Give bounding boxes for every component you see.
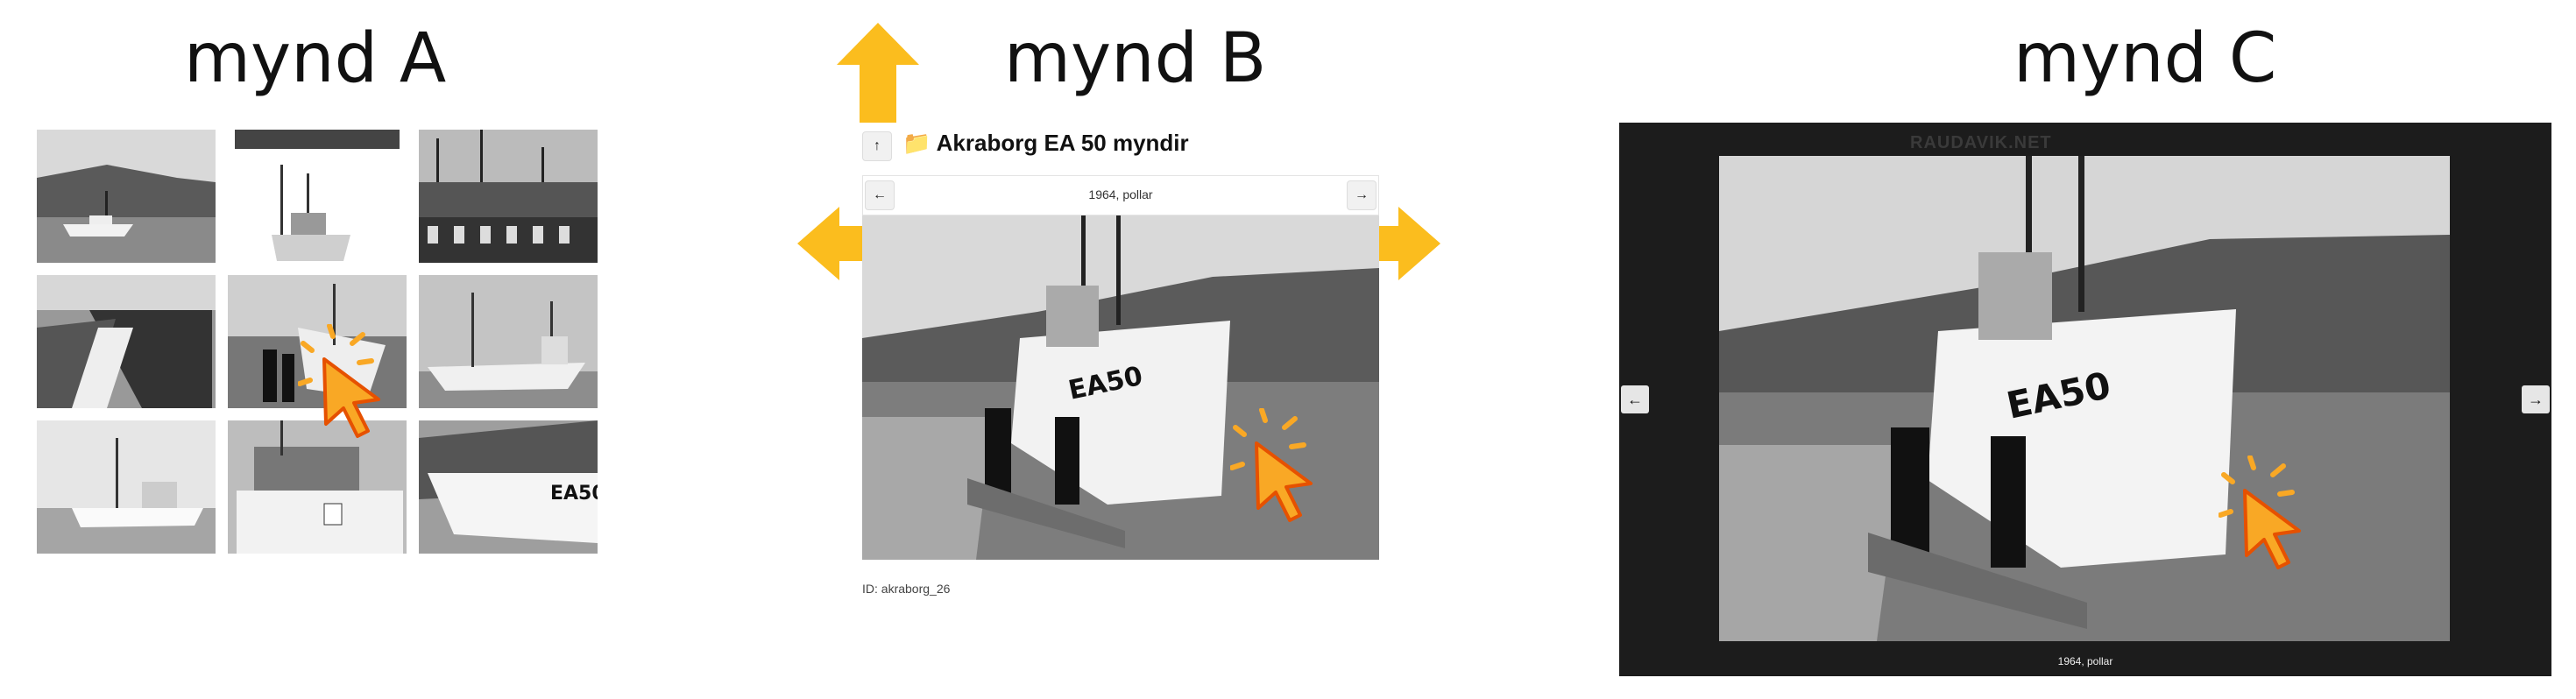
thumbnail-8[interactable] (228, 420, 407, 554)
lightbox-caption: 1964, pollar (2057, 655, 2113, 667)
folder-icon: 📁 (902, 130, 931, 156)
up-button[interactable]: ↑ (862, 131, 892, 161)
thumbnail-3[interactable] (419, 130, 598, 263)
prev-button[interactable]: ← (865, 180, 895, 210)
thumbnail-2[interactable] (228, 130, 407, 263)
album-title: 📁 Akraborg EA 50 myndir (902, 130, 1189, 157)
lightbox-next-button[interactable]: → (2522, 385, 2550, 413)
lightbox-prev-button[interactable]: ← (1621, 385, 1649, 413)
next-button[interactable]: → (1347, 180, 1376, 210)
photo-nav-bar: ← 1964, pollar → (862, 175, 1379, 215)
photo-caption: 1964, pollar (1088, 187, 1153, 201)
heading-mynd-c: mynd C (2013, 19, 2277, 98)
arrow-right-icon (1342, 207, 1440, 280)
watermark: RAUDAVIK.NET (1910, 133, 2052, 152)
arrow-up-icon (837, 23, 919, 123)
thumbnail-5[interactable] (228, 275, 407, 408)
thumbnail-4[interactable] (37, 275, 216, 408)
boat-label-thumb: EA50 (550, 483, 598, 505)
click-cursor-icon (2219, 455, 2301, 569)
thumbnail-6[interactable] (419, 275, 598, 408)
thumbnail-7[interactable] (37, 420, 216, 554)
click-cursor-icon (1230, 408, 1313, 522)
lightbox-photo[interactable]: EA50 (1719, 156, 2450, 641)
photo-id: ID: akraborg_26 (862, 582, 951, 596)
thumbnail-1[interactable] (37, 130, 216, 263)
main-photo[interactable]: EA50 (862, 215, 1379, 560)
heading-mynd-b: mynd B (1004, 19, 1267, 98)
heading-mynd-a: mynd A (184, 19, 447, 98)
click-cursor-icon (298, 324, 380, 438)
thumbnail-9[interactable]: EA50 (419, 420, 598, 554)
album-title-text: Akraborg EA 50 myndir (936, 130, 1189, 156)
arrow-left-icon (797, 207, 895, 280)
